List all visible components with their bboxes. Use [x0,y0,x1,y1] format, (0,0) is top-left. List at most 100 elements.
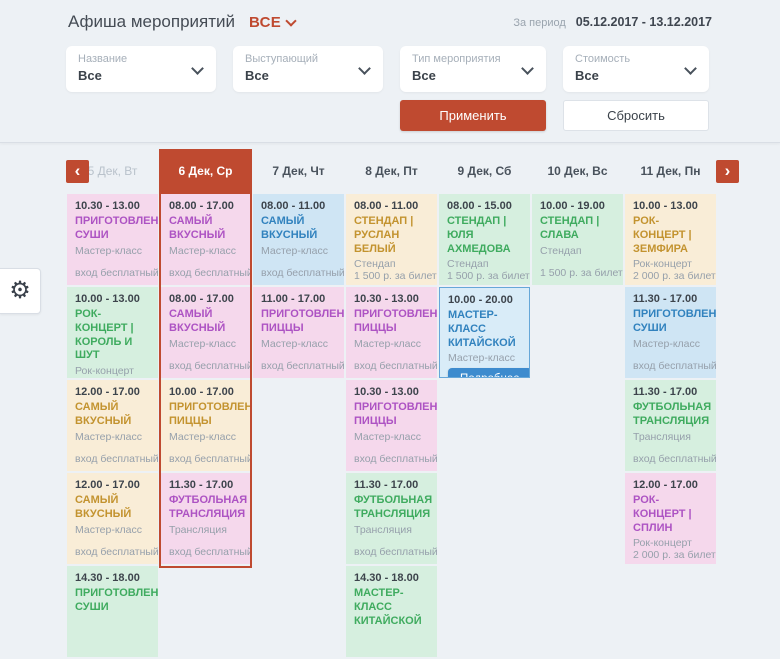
event-card[interactable]: 12.00 - 17.00 РОК-КОНЦЕРТ | СПЛИН Рок-конц… [625,473,716,564]
event-time: 11.30 - 17.00 [354,479,419,491]
filter-performer-select[interactable]: Выступающий Все [233,46,383,92]
event-title: САМЫЙ ВКУСНЫЙ [75,401,132,427]
event-type: Мастер-класс [169,244,236,257]
event-price: вход бесплатный [354,546,437,558]
page-title: Афиша мероприятий [68,12,236,31]
event-price: 2 000 р. за билет [75,377,158,378]
event-price: вход бесплатный [75,546,158,558]
event-title: РОК-КОНЦЕРТ | ЗЕМФИРА [633,215,692,255]
event-time: 11.30 - 17.00 [633,386,698,398]
filter-label: Название [78,53,128,65]
event-type: Мастер-класс [448,352,515,365]
event-time: 10.00 - 13.00 [633,200,698,212]
event-title: ПРИГОТОВЛЕНИ СУШИ [75,587,158,613]
event-card[interactable]: 11.30 - 17.00 ФУТБОЛЬНАЯ ТРАНСЛЯЦИЯ Трансл… [625,380,716,471]
event-title: РОК-КОНЦЕРТ | КОРОЛЬ И ШУТ [75,308,134,362]
filter-value: Все [245,68,269,83]
details-button[interactable]: Подробнее [448,368,529,377]
chevron-down-icon [191,62,204,75]
event-card[interactable]: 10.00 - 20.00 МАСТЕР-КЛАСС КИТАЙСКОЙ Масте… [439,287,530,378]
event-card[interactable]: 11.30 - 17.00 ПРИГОТОВЛЕНИ СУШИ Мастер-кла… [625,287,716,378]
event-card[interactable]: 10.00 - 13.00 РОК-КОНЦЕРТ | ЗЕМФИРА Рок-ко… [625,194,716,285]
event-card[interactable]: 12.00 - 17.00 САМЫЙ ВКУСНЫЙ Мастер-класс вх… [67,473,158,564]
event-card[interactable]: 11.30 - 17.00 ФУТБОЛЬНАЯ ТРАНСЛЯЦИЯ Трансл… [346,473,437,564]
day-tab-3[interactable]: 7 Дек, Чт [272,164,325,178]
day-column-2: 08.00 - 17.00 САМЫЙ ВКУСНЫЙ Мастер-класс вх… [159,194,252,568]
filter-label: Выступающий [245,53,319,65]
event-card[interactable]: 14.30 - 18.00 ПРИГОТОВЛЕНИ СУШИ [67,566,158,657]
day-tab-4[interactable]: 8 Дек, Пт [365,164,418,178]
event-title: ПРИГОТОВЛЕНИ СУШИ [633,308,716,334]
scope-dropdown[interactable]: ВСЕ [249,13,297,31]
events-grid: 10.30 - 13.00 ПРИГОТОВЛЕНИ СУШИ Мастер-кла… [0,194,780,659]
event-card[interactable]: 08.00 - 11.00 СТЕНДАП | РУСЛАН БЕЛЫЙ Стенд… [346,194,437,285]
day-tab-7[interactable]: 11 Дек, Пн [640,164,701,178]
event-price: 1 500 р. за билет [447,270,530,283]
event-card[interactable]: 08.00 - 17.00 САМЫЙ ВКУСНЫЙ Мастер-класс вх… [161,287,250,378]
event-card[interactable]: 08.00 - 15.00 СТЕНДАП | ЮЛЯ АХМЕДОВА Стенд… [439,194,530,285]
event-title: САМЫЙ ВКУСНЫЙ [75,494,132,520]
event-time: 08.00 - 15.00 [447,200,512,212]
event-time: 11.00 - 17.00 [261,293,326,305]
event-card[interactable]: 10.30 - 13.00 ПРИГОТОВЛЕНИ СУШИ Мастер-кла… [67,194,158,285]
event-price: вход бесплатный [354,453,437,465]
event-price: вход бесплатный [633,360,716,372]
event-title: САМЫЙ ВКУСНЫЙ [261,215,318,241]
event-card[interactable]: 11.00 - 17.00 ПРИГОТОВЛЕНИ ПИЦЦЫ Мастер-кл… [253,287,344,378]
reset-button[interactable]: Сбросить [563,100,709,131]
event-price: 1 500 р. за билет [354,270,437,283]
event-title: ФУТБОЛЬНАЯ ТРАНСЛЯЦИЯ [633,401,712,427]
event-type: Мастер-класс [261,244,328,257]
day-tab-2[interactable]: 6 Дек, Ср [159,149,252,194]
event-card[interactable]: 10.30 - 13.00 ПРИГОТОВЛЕНИ ПИЦЦЫ Мастер-кл… [346,380,437,471]
next-day-button[interactable]: › [716,160,739,183]
event-type: Мастер-класс [169,337,236,350]
day-tab-6[interactable]: 10 Дек, Вс [547,164,608,178]
event-title: ФУТБОЛЬНАЯ ТРАНСЛЯЦИЯ [169,494,248,520]
day-tab-5[interactable]: 9 Дек, Сб [457,164,512,178]
event-title: ПРИГОТОВЛЕНИ ПИЦЦЫ [354,401,437,427]
event-type: Трансляция [633,430,691,443]
event-time: 08.00 - 17.00 [169,200,234,212]
prev-day-button[interactable]: ‹ [66,160,89,183]
event-type: Мастер-класс [354,337,421,350]
event-card[interactable]: 11.30 - 17.00 ФУТБОЛЬНАЯ ТРАНСЛЯЦИЯ Трансл… [161,473,250,564]
event-card[interactable]: 10.00 - 19.00 СТЕНДАП | СЛАВА Стендап 1 500… [532,194,623,285]
event-type: Трансляция [169,523,227,536]
event-type: Рок-концерт [633,537,692,550]
chevron-right-icon: › [724,161,731,180]
event-card[interactable]: 10.00 - 17.00 ПРИГОТОВЛЕНИ ПИЦЦЫ Мастер-кл… [161,380,250,471]
settings-tab[interactable]: ⚙ [0,268,41,314]
event-price: 2 000 р. за билет [633,270,716,283]
event-card[interactable]: 14.30 - 18.00 МАСТЕР-КЛАСС КИТАЙСКОЙ [346,566,437,657]
event-price: вход бесплатный [169,360,250,372]
event-card[interactable]: 10.00 - 13.00 РОК-КОНЦЕРТ | КОРОЛЬ И ШУТ Р… [67,287,158,378]
day-strip: ‹ 5 Дек, Вт 6 Дек, Ср 7 Дек, Чт 8 Дек, Пт 9 … [0,143,780,194]
event-card[interactable]: 12.00 - 17.00 САМЫЙ ВКУСНЫЙ Мастер-класс вх… [67,380,158,471]
event-card[interactable]: 08.00 - 11.00 САМЫЙ ВКУСНЫЙ Мастер-класс вх… [253,194,344,285]
event-time: 10.30 - 13.00 [354,293,419,305]
event-title: ФУТБОЛЬНАЯ ТРАНСЛЯЦИЯ [354,494,433,520]
scope-value: ВСЕ [249,13,282,31]
day-column-4: 08.00 - 11.00 СТЕНДАП | РУСЛАН БЕЛЫЙ Стенд… [345,194,438,659]
filter-event-type-select[interactable]: Тип мероприятия Все [400,46,546,92]
event-type: Мастер-класс [75,430,142,443]
filter-price-select[interactable]: Стоимость Все [563,46,709,92]
filter-name-select[interactable]: Название Все [66,46,216,92]
event-type: Рок-концерт [75,365,134,377]
chevron-down-icon [285,15,297,27]
filter-value: Все [575,68,599,83]
event-card[interactable]: 08.00 - 17.00 САМЫЙ ВКУСНЫЙ Мастер-класс вх… [161,194,250,285]
event-time: 12.00 - 17.00 [75,386,140,398]
day-column-7: 10.00 - 13.00 РОК-КОНЦЕРТ | ЗЕМФИРА Рок-ко… [624,194,717,566]
period-value[interactable]: 05.12.2017 - 13.12.2017 [575,15,712,29]
event-title: САМЫЙ ВКУСНЫЙ [169,215,226,241]
gear-icon: ⚙ [9,277,31,304]
event-card[interactable]: 10.30 - 13.00 ПРИГОТОВЛЕНИ ПИЦЦЫ Мастер-кл… [346,287,437,378]
day-tab-1[interactable]: 5 Дек, Вт [87,164,138,178]
event-time: 10.30 - 13.00 [75,200,140,212]
chevron-down-icon [521,62,534,75]
event-title: МАСТЕР-КЛАСС КИТАЙСКОЙ [354,587,422,627]
apply-button[interactable]: Применить [400,100,546,131]
event-type: Мастер-класс [354,430,421,443]
